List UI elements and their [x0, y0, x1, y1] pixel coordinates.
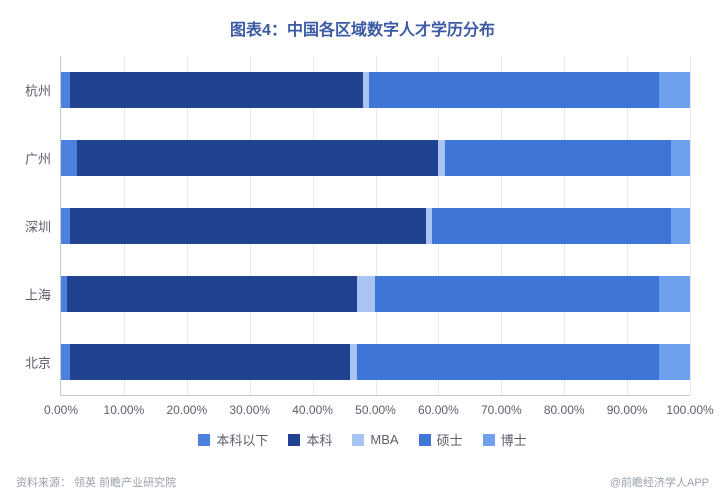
legend-item: MBA — [352, 430, 398, 449]
x-axis-label: 90.00% — [607, 403, 648, 417]
legend-swatch — [419, 434, 431, 446]
bar-segment — [357, 276, 376, 312]
plot-area: 0.00%10.00%20.00%30.00%40.00%50.00%60.00… — [60, 56, 690, 396]
bar-segment — [659, 276, 690, 312]
legend-label: 博士 — [501, 430, 527, 449]
chart-title: 图表4：中国各区域数字人才学历分布 — [0, 0, 725, 40]
y-axis-label: 广州 — [25, 149, 51, 168]
bar-segment — [61, 140, 77, 176]
legend-label: MBA — [370, 432, 398, 447]
legend-item: 本科以下 — [198, 430, 268, 449]
legend-label: 本科 — [306, 430, 332, 449]
chart-area: 0.00%10.00%20.00%30.00%40.00%50.00%60.00… — [60, 56, 690, 396]
bar-row — [61, 208, 690, 244]
bar-segment — [445, 140, 671, 176]
x-axis-label: 20.00% — [166, 403, 207, 417]
x-axis-label: 40.00% — [292, 403, 333, 417]
x-axis-label: 80.00% — [544, 403, 585, 417]
attribution: @前瞻经济学人APP — [610, 474, 709, 490]
bar-segment — [67, 276, 356, 312]
bar-segment — [369, 72, 658, 108]
bar-segment — [77, 140, 439, 176]
x-axis-label: 10.00% — [104, 403, 145, 417]
x-axis-label: 30.00% — [229, 403, 270, 417]
source-value: 领英 前瞻产业研究院 — [74, 477, 176, 489]
bar-segment — [70, 208, 425, 244]
x-axis-label: 70.00% — [481, 403, 522, 417]
bar-row — [61, 140, 690, 176]
bar-segment — [671, 140, 690, 176]
legend-label: 本科以下 — [216, 430, 268, 449]
source-footer: 资料来源： 领英 前瞻产业研究院 — [16, 474, 176, 490]
bar-row — [61, 344, 690, 380]
bar-segment — [61, 72, 70, 108]
x-axis-label: 100.00% — [666, 403, 713, 417]
y-axis-label: 上海 — [25, 285, 51, 304]
bar-row — [61, 276, 690, 312]
bar-segment — [70, 344, 350, 380]
legend-swatch — [352, 434, 364, 446]
legend-swatch — [198, 434, 210, 446]
bar-row — [61, 72, 690, 108]
bar-segment — [61, 344, 70, 380]
legend-swatch — [288, 434, 300, 446]
x-axis-label: 0.00% — [44, 403, 78, 417]
bar-segment — [61, 208, 70, 244]
bar-segment — [375, 276, 658, 312]
bar-segment — [659, 344, 690, 380]
chart-container: 图表4：中国各区域数字人才学历分布 0.00%10.00%20.00%30.00… — [0, 0, 725, 500]
bar-segment — [357, 344, 659, 380]
y-axis-label: 深圳 — [25, 217, 51, 236]
bar-segment — [671, 208, 690, 244]
x-axis-label: 50.00% — [355, 403, 396, 417]
y-axis-label: 杭州 — [25, 81, 51, 100]
legend-item: 本科 — [288, 430, 332, 449]
gridline — [690, 56, 691, 395]
bar-segment — [659, 72, 690, 108]
legend: 本科以下 本科 MBA 硕士 博士 — [0, 430, 725, 449]
legend-item: 博士 — [483, 430, 527, 449]
source-label: 资料来源： — [16, 477, 71, 489]
legend-label: 硕士 — [437, 430, 463, 449]
legend-swatch — [483, 434, 495, 446]
bar-segment — [70, 72, 362, 108]
y-axis-label: 北京 — [25, 353, 51, 372]
bar-segment — [432, 208, 671, 244]
legend-item: 硕士 — [419, 430, 463, 449]
x-axis-label: 60.00% — [418, 403, 459, 417]
